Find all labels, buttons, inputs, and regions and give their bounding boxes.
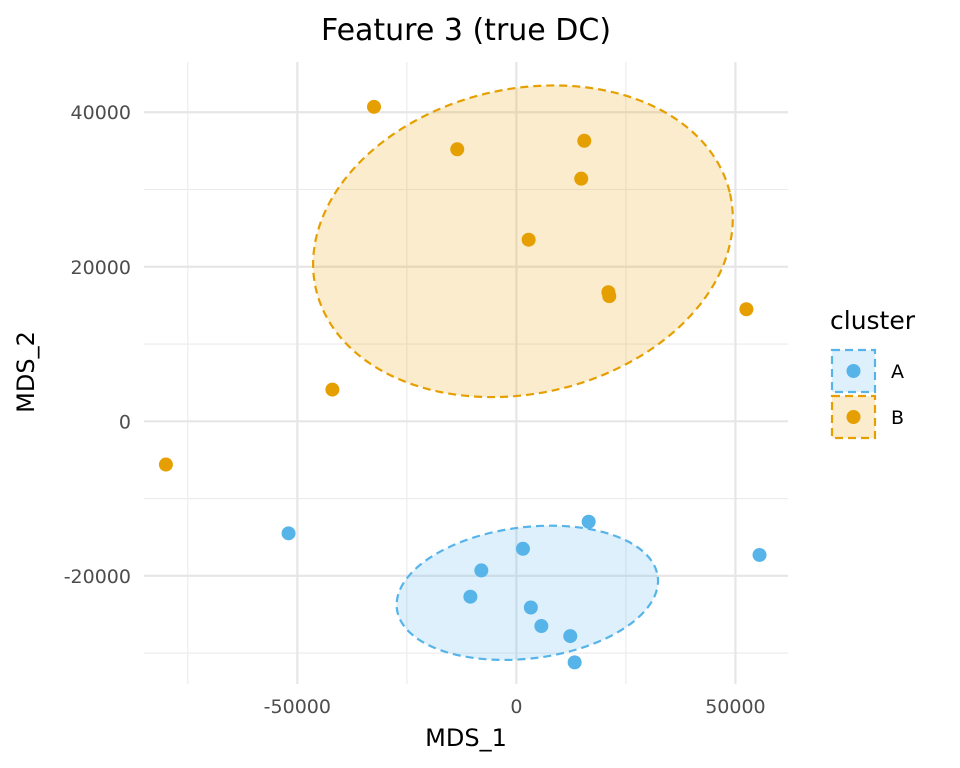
data-point-cluster-B <box>574 171 589 186</box>
x-axis-title: MDS_1 <box>425 724 507 752</box>
data-point-cluster-A <box>534 619 549 634</box>
y-axis-ticks: -20000 0 20000 40000 <box>64 102 131 588</box>
legend-dot-B <box>846 410 861 424</box>
data-point-cluster-A <box>563 629 578 644</box>
data-point-cluster-B <box>325 382 340 397</box>
y-axis-title: MDS_2 <box>12 331 40 413</box>
y-tick-label: 20000 <box>71 257 131 279</box>
legend-title: cluster <box>830 306 916 335</box>
data-points <box>158 99 767 670</box>
data-point-cluster-B <box>521 232 536 247</box>
x-tick-label: -50000 <box>264 696 331 718</box>
data-point-cluster-B <box>577 133 592 148</box>
legend: cluster AB <box>830 306 916 440</box>
y-tick-label: -20000 <box>64 566 131 588</box>
data-point-cluster-B <box>602 289 617 304</box>
x-axis-ticks: -50000 0 50000 <box>264 696 766 718</box>
data-point-cluster-B <box>367 99 381 114</box>
ellipse-cluster-A <box>395 524 660 662</box>
legend-label-B: B <box>891 407 904 429</box>
data-point-cluster-B <box>158 457 173 472</box>
data-point-cluster-A <box>515 541 530 556</box>
legend-dot-A <box>846 364 861 378</box>
x-tick-label: 50000 <box>705 696 765 718</box>
data-point-cluster-A <box>523 600 538 615</box>
legend-label-A: A <box>891 361 904 383</box>
chart-title: Feature 3 (true DC) <box>321 13 611 48</box>
data-point-cluster-A <box>474 563 489 578</box>
data-point-cluster-A <box>752 547 767 562</box>
data-point-cluster-A <box>463 589 478 604</box>
grid <box>144 62 788 684</box>
y-tick-label: 40000 <box>71 102 131 124</box>
legend-keys: AB <box>830 348 904 440</box>
data-point-cluster-A <box>281 526 296 541</box>
y-tick-label: 0 <box>119 411 131 433</box>
data-point-cluster-A <box>581 514 596 529</box>
data-point-cluster-B <box>739 302 754 317</box>
data-point-cluster-A <box>567 655 582 670</box>
x-tick-label: 0 <box>510 696 522 718</box>
data-point-cluster-B <box>450 142 465 157</box>
